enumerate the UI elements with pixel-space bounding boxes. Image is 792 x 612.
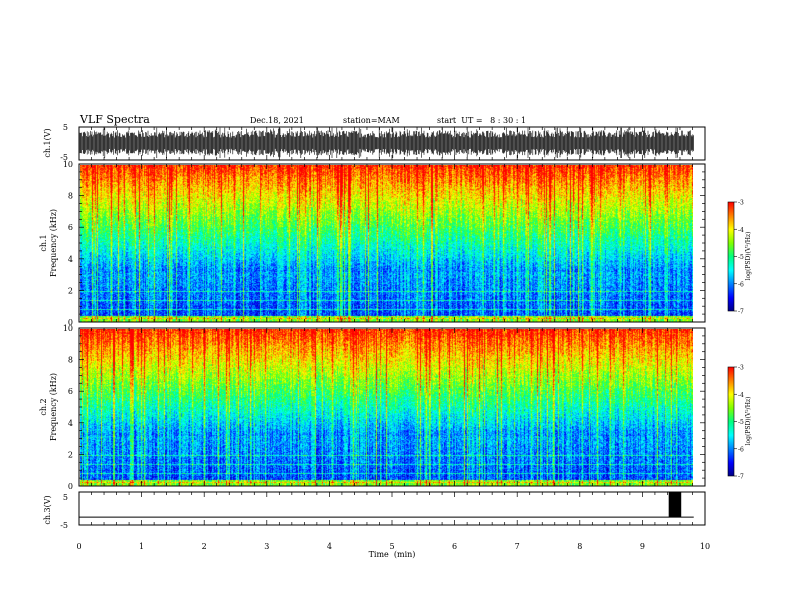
ch2-spectrogram-ytick-label: 8: [68, 356, 73, 365]
ch1-waveform-panel: 5 -5 ch.1(V): [43, 123, 706, 162]
time-xtick-label: 3: [264, 542, 269, 551]
time-xtick-label: 8: [577, 542, 582, 551]
ch1-waveform-ylabel: ch.1(V): [43, 128, 52, 157]
colorbar-tick-label: -4: [738, 227, 744, 234]
ch2-spectrogram-image: [80, 329, 693, 486]
ch3-signal-panel: 5 -5 ch.3(V) 0 1 2 3 4 5 6 7 8 9 10 Time (min): [43, 491, 710, 559]
ch1-spectrogram-label: ch.1: [39, 234, 48, 251]
time-xtick-label: 5: [389, 542, 394, 551]
ch2-colorbar-gradient: [728, 367, 734, 476]
time-xtick-label: 4: [327, 542, 332, 551]
colorbar-tick-label: -4: [738, 392, 744, 399]
ch1-spectrogram-ytick-label: 2: [68, 286, 73, 295]
ch2-spectrogram-ytick-label: 10: [63, 324, 73, 333]
colorbar-tick-label: -6: [738, 281, 744, 288]
time-xtick-label: 9: [640, 542, 645, 551]
colorbar-tick-label: -7: [738, 309, 744, 316]
ch1-colorbar-gradient: [728, 202, 734, 311]
ch1-colorbar: -3 -4 -5 -6 -7 log(PSD)(V²/Hz): [727, 200, 752, 316]
time-xtick-label: 1: [139, 542, 144, 551]
header-start-time: start UT = 8 : 30 : 1: [437, 116, 526, 125]
ch2-spectrogram-label: ch.2: [39, 398, 48, 415]
colorbar-tick-label: -3: [738, 365, 744, 372]
ch1-spectrogram-ytick-label: 4: [68, 255, 73, 264]
colorbar-tick-label: -7: [738, 474, 744, 481]
ch3-ytick-top: 5: [63, 493, 68, 502]
ch3-ylabel: ch.3(V): [43, 495, 52, 524]
ch2-spectrogram-ytick-label: 2: [68, 450, 73, 459]
ch2-spectrogram-ytick-label: 4: [68, 419, 73, 428]
header-station: station=MAM: [343, 116, 400, 125]
time-xtick-label: 7: [515, 542, 520, 551]
ch1-ytick-top: 5: [63, 123, 68, 132]
ch1-spectrogram-ylabel: Frequency (kHz): [49, 209, 58, 277]
header-date: Dec.18, 2021: [250, 116, 304, 125]
ch3-ytick-bottom: -5: [60, 521, 68, 530]
colorbar-tick-label: -6: [738, 446, 744, 453]
ch1-spectrogram-ytick-label: 10: [63, 160, 73, 169]
ch1-waveform-series: [79, 127, 694, 158]
ch2-spectrogram-ylabel: Frequency (kHz): [49, 373, 58, 441]
ch1-spectrogram-image: [80, 165, 693, 322]
ch2-spectrogram-panel: 0 2 4 6 8 10 ch.2 Frequency (kHz): [39, 324, 706, 491]
ch1-spectrogram-panel: 0 2 4 6 8 10 ch.1 Frequency (kHz): [39, 160, 706, 327]
ch3-pulse: [668, 492, 682, 518]
ch2-colorbar-label: log(PSD)(V²/Hz): [745, 397, 752, 446]
ch1-ytick-bottom: -5: [60, 153, 68, 162]
colorbar-tick-label: -3: [738, 200, 744, 207]
ch2-spectrogram-ytick-label: 6: [68, 387, 73, 396]
ch2-spectrogram-ytick-label: 0: [68, 482, 73, 491]
time-xtick-label: 2: [202, 542, 207, 551]
colorbar-tick-label: -5: [738, 419, 744, 426]
ch1-spectrogram-ytick-label: 8: [68, 192, 73, 201]
colorbar-tick-label: -5: [738, 254, 744, 261]
time-xtick-label: 6: [452, 542, 457, 551]
figure-title: VLF Spectra: [79, 113, 150, 126]
ch1-spectrogram-ytick-label: 0: [68, 318, 73, 327]
time-xtick-label: 0: [76, 542, 81, 551]
ch1-spectrogram-ytick-label: 6: [68, 223, 73, 232]
time-axis-label: Time (min): [369, 550, 416, 559]
time-xtick-label: 10: [700, 542, 710, 551]
ch2-colorbar: -3 -4 -5 -6 -7 log(PSD)(V²/Hz): [727, 365, 752, 481]
ch1-colorbar-label: log(PSD)(V²/Hz): [745, 232, 752, 281]
